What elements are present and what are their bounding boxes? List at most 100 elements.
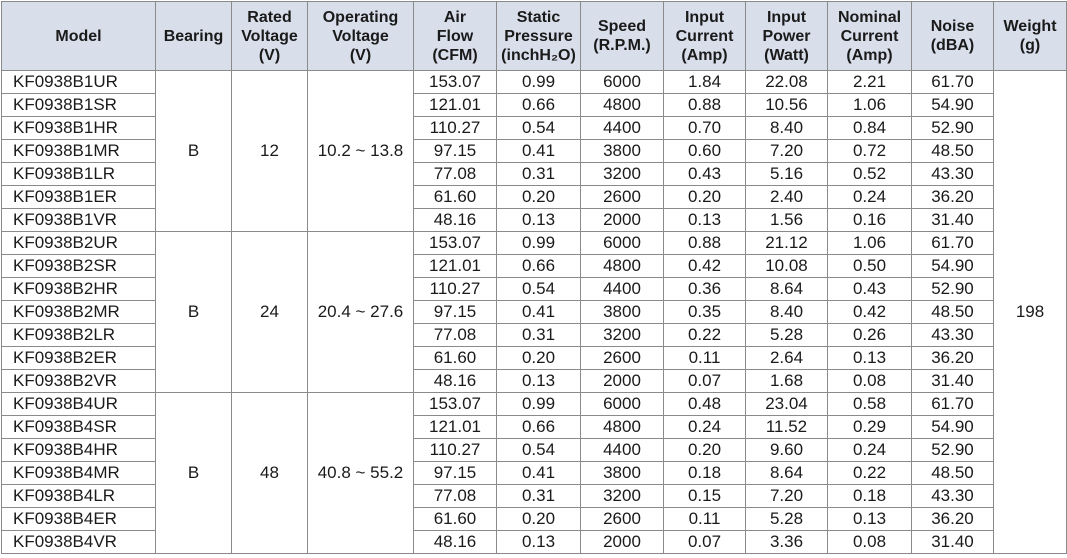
column-header: Operating Voltage (V)	[307, 1, 414, 71]
weight-cell: 198	[993, 70, 1067, 554]
value-cell: 2.21	[827, 70, 912, 94]
column-header: Model	[1, 1, 156, 71]
value-cell: 4400	[580, 438, 664, 462]
value-cell: 1.68	[745, 369, 828, 393]
value-cell: 0.41	[496, 461, 581, 485]
value-cell: 0.54	[496, 277, 581, 301]
value-cell: 0.20	[496, 346, 581, 370]
value-cell: 0.16	[827, 208, 912, 232]
value-cell: 54.90	[911, 93, 994, 117]
header-line: Pressure	[504, 27, 573, 45]
value-cell: 10.56	[745, 93, 828, 117]
value-cell: 0.07	[663, 530, 746, 554]
value-cell: 0.52	[827, 162, 912, 186]
value-cell: 97.15	[413, 300, 497, 324]
value-cell: 2600	[580, 507, 664, 531]
data-row: KF0938B1VR 48.16 0.13 2000 0.13 1.56 0.16 31.40	[1, 208, 1067, 232]
value-cell: 0.22	[827, 461, 912, 485]
value-cell: 3200	[580, 162, 664, 186]
value-cell: 121.01	[413, 93, 497, 117]
value-cell: 0.18	[827, 484, 912, 508]
value-cell: 0.41	[496, 139, 581, 163]
value-cell: 0.13	[496, 208, 581, 232]
data-row: KF0938B2LR 77.08 0.31 3200 0.22 5.28 0.26 43.30	[1, 323, 1067, 347]
value-cell: 61.70	[911, 392, 994, 416]
value-cell: 2000	[580, 369, 664, 393]
value-cell: 48.16	[413, 369, 497, 393]
value-cell: 43.30	[911, 484, 994, 508]
value-cell: 0.60	[663, 139, 746, 163]
header-line: Model	[55, 27, 102, 45]
value-cell: 0.42	[827, 300, 912, 324]
value-cell: 0.31	[496, 323, 581, 347]
model-cell: KF0938B2ER	[1, 346, 156, 370]
value-cell: 0.88	[663, 231, 746, 255]
data-row: KF0938B1LR 77.08 0.31 3200 0.43 5.16 0.52 43.30	[1, 162, 1067, 186]
operating-voltage-cell: 10.2 ~ 13.8	[307, 70, 414, 232]
value-cell: 52.90	[911, 116, 994, 140]
model-cell: KF0938B1LR	[1, 162, 156, 186]
data-row: KF0938B4HR 110.27 0.54 4400 0.20 9.60 0.24 52.9…	[1, 438, 1067, 462]
header-line: Bearing	[163, 27, 224, 45]
value-cell: 52.90	[911, 438, 994, 462]
value-cell: 0.35	[663, 300, 746, 324]
value-cell: 0.88	[663, 93, 746, 117]
data-row: KF0938B4ER 61.60 0.20 2600 0.11 5.28 0.13 36.20	[1, 507, 1067, 531]
header-line: Current	[840, 27, 899, 45]
column-header: Bearing	[155, 1, 232, 71]
value-cell: 8.40	[745, 116, 828, 140]
header-line: Noise	[930, 18, 975, 35]
value-cell: 0.13	[496, 369, 581, 393]
value-cell: 31.40	[911, 369, 994, 393]
value-cell: 0.99	[496, 231, 581, 255]
value-cell: 0.54	[496, 438, 581, 462]
value-cell: 0.31	[496, 162, 581, 186]
column-header: Nominal Current (Amp)	[827, 1, 912, 71]
value-cell: 8.64	[745, 277, 828, 301]
value-cell: 9.60	[745, 438, 828, 462]
value-cell: 4400	[580, 277, 664, 301]
value-cell: 0.22	[663, 323, 746, 347]
value-cell: 0.13	[496, 530, 581, 554]
model-cell: KF0938B4MR	[1, 461, 156, 485]
header-line: Current	[675, 27, 734, 45]
header-line: (dBA)	[930, 37, 975, 54]
value-cell: 61.70	[911, 70, 994, 94]
value-cell: 153.07	[413, 231, 497, 255]
data-row: KF0938B1UR B 12 10.2 ~ 13.8 153.07 0.99 6000 1.…	[1, 70, 1067, 554]
value-cell: 0.31	[496, 484, 581, 508]
value-cell: 21.12	[745, 231, 828, 255]
value-cell: 8.64	[745, 461, 828, 485]
header-line: Input	[766, 8, 807, 26]
value-cell: 52.90	[911, 277, 994, 301]
value-cell: 0.99	[496, 70, 581, 94]
model-cell: KF0938B1MR	[1, 139, 156, 163]
value-cell: 1.84	[663, 70, 746, 94]
header-line: Operating	[322, 8, 399, 26]
value-cell: 97.15	[413, 139, 497, 163]
value-cell: 2.64	[745, 346, 828, 370]
value-cell: 6000	[580, 231, 664, 255]
value-cell: 0.72	[827, 139, 912, 163]
value-cell: 0.43	[827, 277, 912, 301]
bearing-cell: B	[155, 231, 232, 393]
model-cell: KF0938B2HR	[1, 277, 156, 301]
model-cell: KF0938B2LR	[1, 323, 156, 347]
header-line: (Amp)	[846, 46, 893, 64]
header-line: (CFM)	[432, 46, 478, 64]
header-line: Voltage	[332, 27, 389, 45]
value-cell: 0.13	[827, 507, 912, 531]
model-cell: KF0938B1SR	[1, 93, 156, 117]
value-cell: 153.07	[413, 392, 497, 416]
value-cell: 3800	[580, 461, 664, 485]
header-line: Voltage	[241, 27, 298, 45]
value-cell: 5.16	[745, 162, 828, 186]
value-cell: 0.11	[663, 507, 746, 531]
header-line: (V)	[258, 46, 281, 64]
value-cell: 0.99	[496, 392, 581, 416]
value-cell: 54.90	[911, 254, 994, 278]
value-cell: 48.16	[413, 530, 497, 554]
value-cell: 54.90	[911, 415, 994, 439]
value-cell: 48.50	[911, 461, 994, 485]
